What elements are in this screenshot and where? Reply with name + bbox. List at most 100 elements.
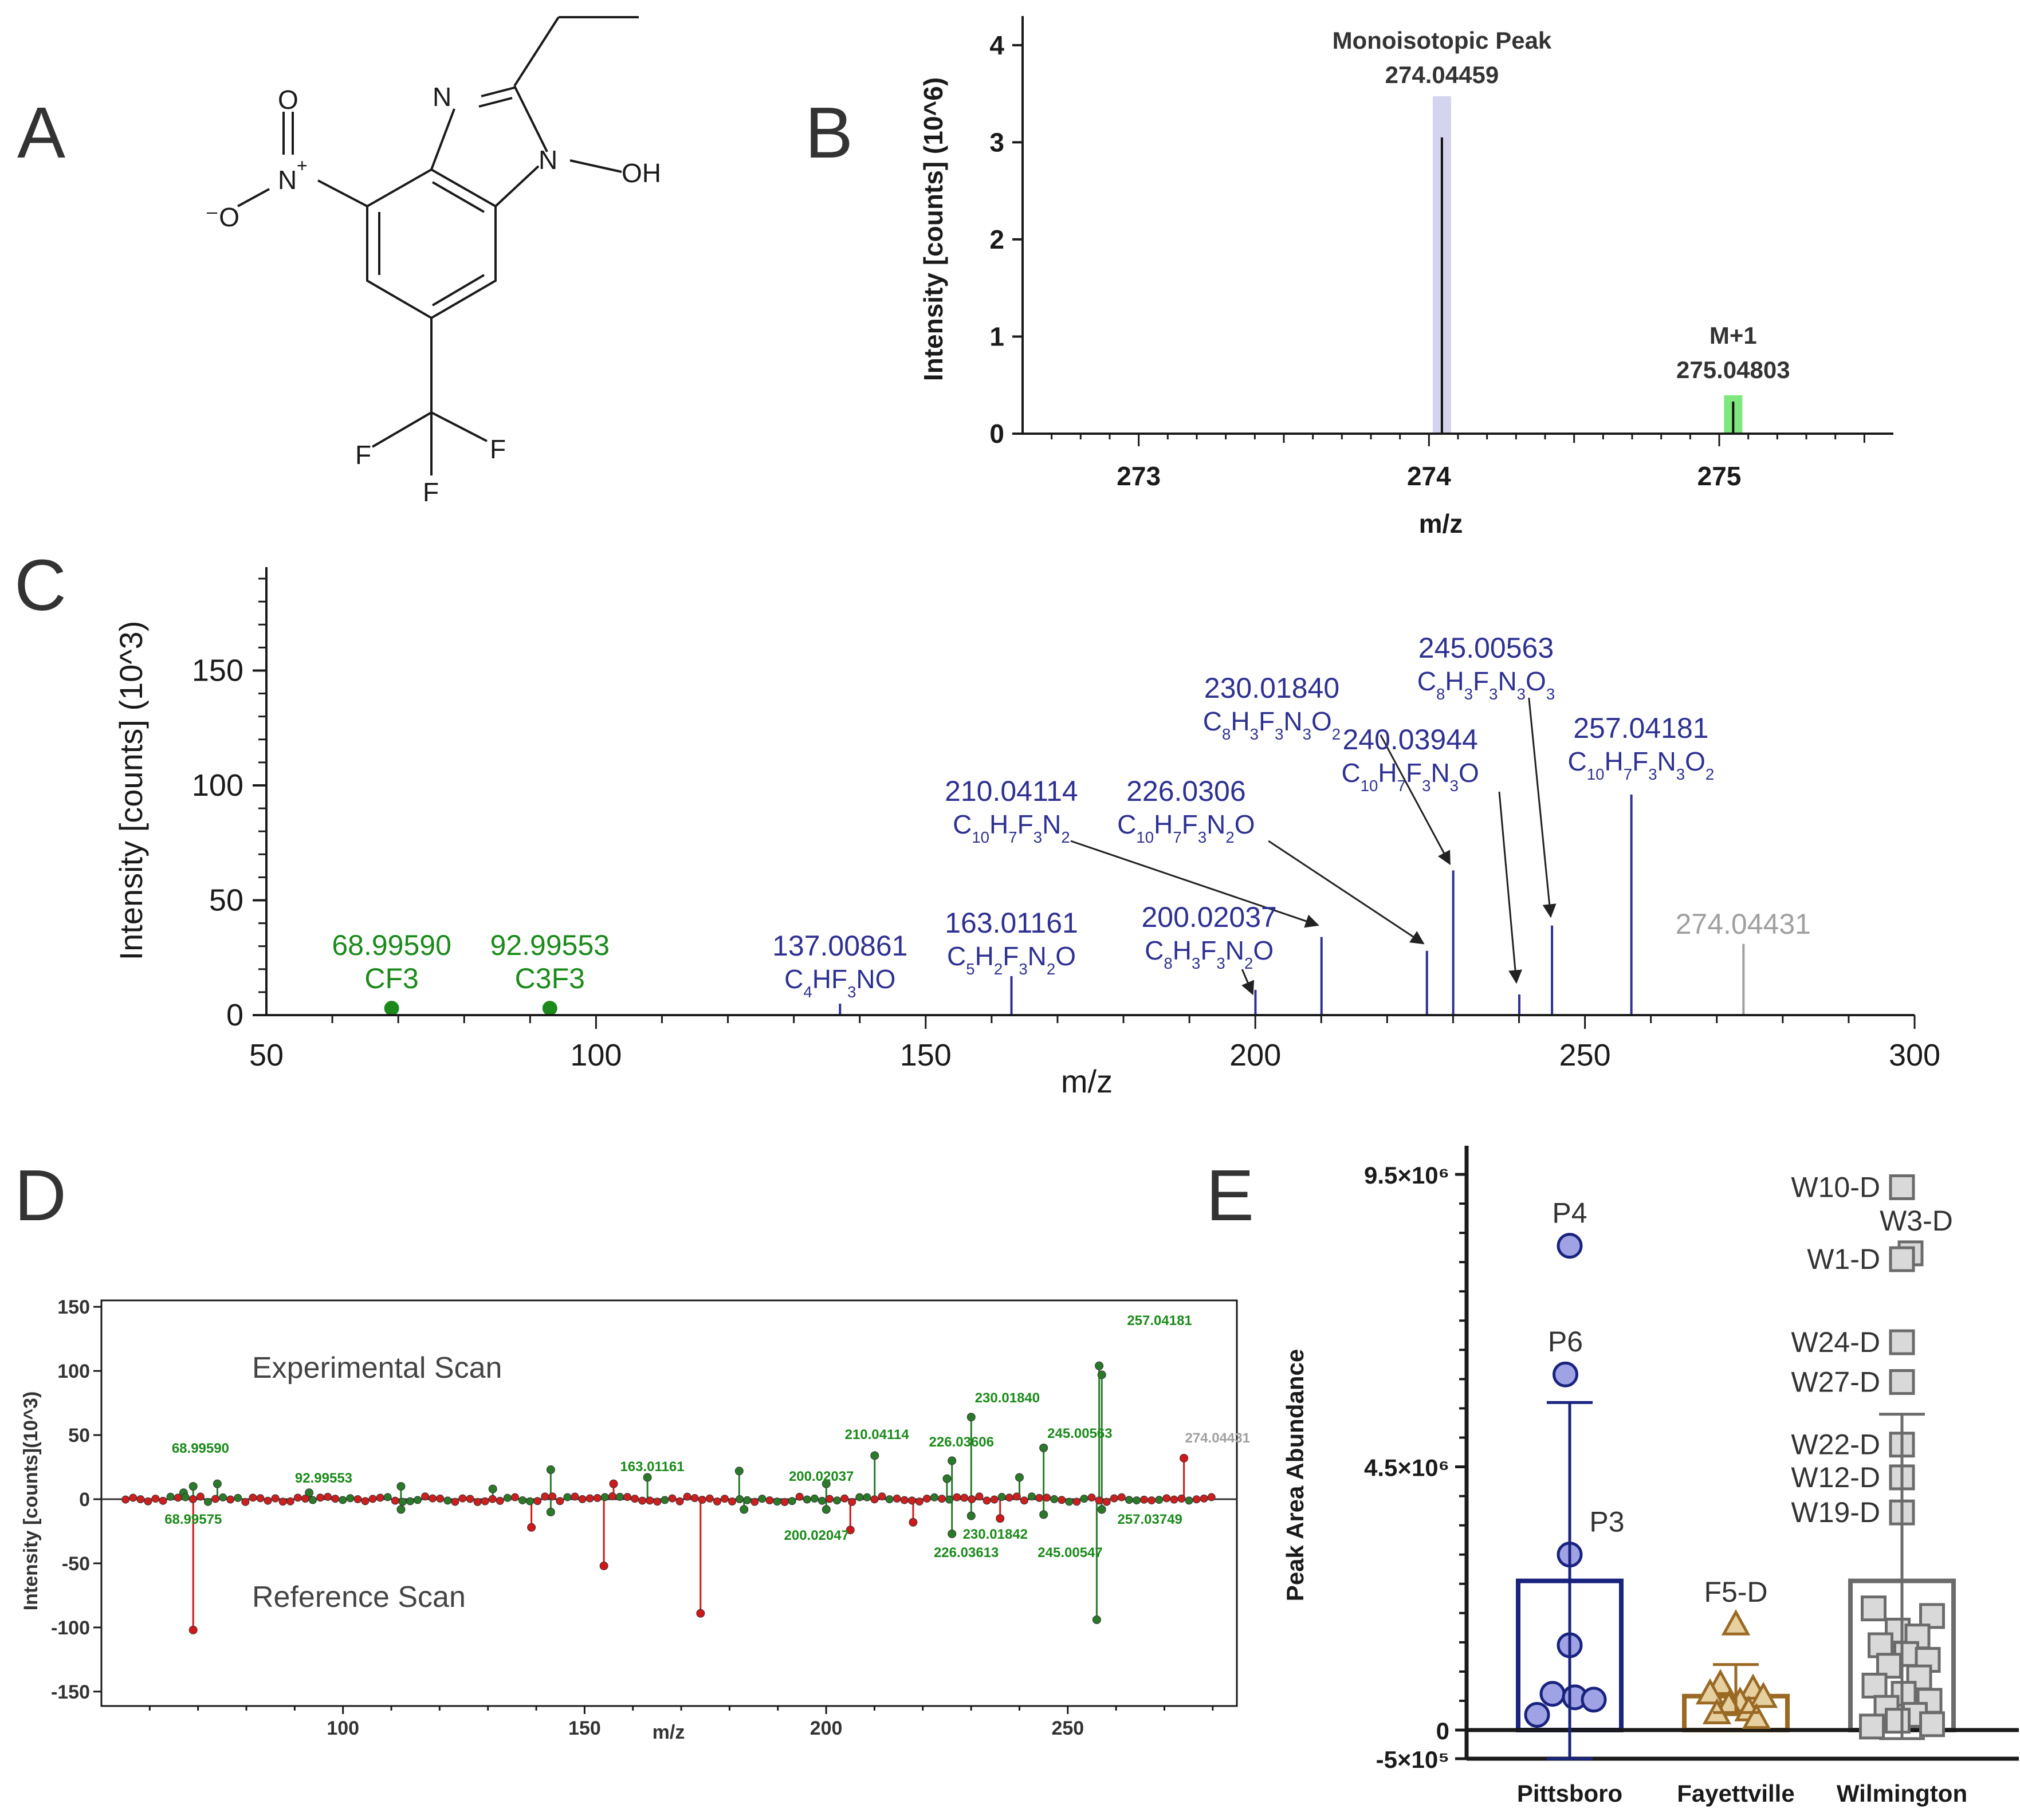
fragment-formula: C10H7F3N3O2 <box>1568 746 1715 783</box>
baseline-dot <box>713 1497 721 1506</box>
fragment-arrow <box>1268 840 1425 945</box>
experimental-peak-label: 257.04181 <box>1127 1313 1192 1328</box>
atom-oh: OH <box>622 158 661 188</box>
fragment-formula: C8H3F3N3O2 <box>1203 706 1341 743</box>
baseline-dot <box>1147 1496 1156 1505</box>
y-tick-label: 3 <box>989 127 1004 157</box>
baseline-dot <box>249 1493 257 1502</box>
experimental-peak-tip <box>643 1473 652 1482</box>
atom-plus: + <box>297 155 308 176</box>
baseline-dot <box>1192 1495 1201 1504</box>
baseline-dot <box>990 1495 999 1504</box>
y-tick-label: 150 <box>192 653 243 687</box>
baseline-dot <box>675 1497 684 1505</box>
sample-point <box>1557 1233 1583 1259</box>
sample-point <box>1861 1672 1888 1699</box>
reference-peak-tip <box>846 1526 855 1535</box>
baseline-dot <box>915 1497 923 1506</box>
sample-point <box>1889 1329 1915 1355</box>
baseline-dot <box>503 1493 512 1502</box>
baseline-dot <box>631 1495 639 1503</box>
atom-n-ring1: N <box>433 82 451 112</box>
baseline-dot <box>443 1496 452 1505</box>
fragment-arrow <box>1070 840 1319 928</box>
baseline-dot <box>1080 1495 1088 1503</box>
experimental-peak-tip <box>1097 1370 1106 1379</box>
experimental-peak-label: 92.99553 <box>295 1471 352 1486</box>
reference-peak-label: 226.03613 <box>934 1545 999 1560</box>
baseline-dot <box>526 1497 535 1505</box>
baseline-dot <box>391 1496 399 1505</box>
fragment-formula: C4HF3NO <box>784 964 895 1001</box>
baseline-dot <box>533 1497 542 1505</box>
baseline-dots <box>121 1492 1216 1506</box>
baseline-dot <box>481 1497 489 1505</box>
experimental-peak-tip <box>1180 1453 1189 1463</box>
y-tick-label: 0 <box>1436 1717 1449 1744</box>
baseline-dot <box>623 1493 632 1501</box>
x-tick-label: 250 <box>1559 1038 1611 1072</box>
baseline-dot <box>922 1494 931 1503</box>
fragment-dot <box>384 1000 399 1016</box>
baseline-dot <box>324 1492 332 1501</box>
sample-label: W1-D <box>1807 1243 1880 1275</box>
fragment-mz-label: 68.99590 <box>332 929 451 961</box>
reference-peak-tip <box>396 1505 406 1514</box>
baseline-dot <box>211 1495 220 1503</box>
x-axis-label: m/z <box>1061 1063 1113 1099</box>
baseline-dot <box>615 1492 624 1501</box>
y-axis-label: Intensity [counts] (10^3) <box>113 621 149 961</box>
y-tick-label: 4 <box>989 30 1004 60</box>
reference-peak-tip <box>1039 1510 1048 1519</box>
sample-point <box>1889 1174 1915 1200</box>
baseline-dot <box>234 1493 242 1502</box>
panel-b-chart: 0 1 2 3 4 273 274 275 Monoisotopic Peak 274.044… <box>918 16 1893 538</box>
baseline-dot <box>331 1495 340 1503</box>
experimental-peak-tip <box>188 1482 198 1491</box>
baseline-dot <box>1087 1493 1096 1502</box>
baseline-dot <box>174 1493 182 1502</box>
fragment-mz-label: 92.99553 <box>490 929 610 961</box>
baseline-dot <box>780 1497 789 1506</box>
chemical-structure <box>237 16 639 475</box>
experimental-peak-label: 226.03606 <box>929 1434 994 1450</box>
peak-label-title: M+1 <box>1709 322 1757 349</box>
peak-labels: 68.99590 92.99553 163.01161 200.02037 210.04… <box>164 1313 1250 1560</box>
experimental-peak-tip <box>546 1465 555 1475</box>
fragment-mz-label: 240.03944 <box>1342 724 1477 756</box>
baseline-dot <box>286 1497 294 1505</box>
ring-bond <box>430 108 455 170</box>
sample-point <box>1742 1703 1771 1729</box>
baseline-dot <box>578 1495 587 1503</box>
fragment-arrows <box>1070 697 1557 996</box>
baseline-dot <box>840 1494 849 1503</box>
baseline-dot <box>129 1493 137 1502</box>
baseline-dot <box>960 1493 969 1502</box>
baseline-dot <box>159 1496 167 1505</box>
baseline-dot <box>1155 1496 1164 1504</box>
sample-label: W3-D <box>1880 1205 1953 1237</box>
baseline-dot <box>301 1495 309 1503</box>
panel-label-b: B <box>805 92 853 173</box>
experimental-peak-tip <box>1015 1473 1024 1482</box>
sample-label: W12-D <box>1791 1461 1880 1493</box>
baseline-dot <box>720 1495 729 1503</box>
baseline-dot <box>653 1497 662 1506</box>
baseline-dot <box>1065 1497 1074 1506</box>
baseline-dot <box>938 1495 946 1503</box>
y-axis-label: Peak Area Abundance <box>1282 1349 1308 1601</box>
nitro-bond <box>317 179 368 207</box>
sample-label: P4 <box>1552 1197 1587 1229</box>
baseline-dot <box>983 1496 991 1505</box>
group-label: Pittsboro <box>1517 1780 1622 1807</box>
baseline-dot <box>548 1492 557 1501</box>
baseline-dot <box>1140 1495 1149 1504</box>
baseline-dot <box>121 1495 130 1504</box>
baseline-dot <box>466 1495 474 1503</box>
baseline-dot <box>795 1492 804 1501</box>
fragment-arrow <box>1528 697 1557 918</box>
fragment-mz-label: 274.04431 <box>1676 908 1811 940</box>
sample-point <box>1553 1361 1578 1387</box>
experimental-peak-tip <box>396 1482 406 1491</box>
